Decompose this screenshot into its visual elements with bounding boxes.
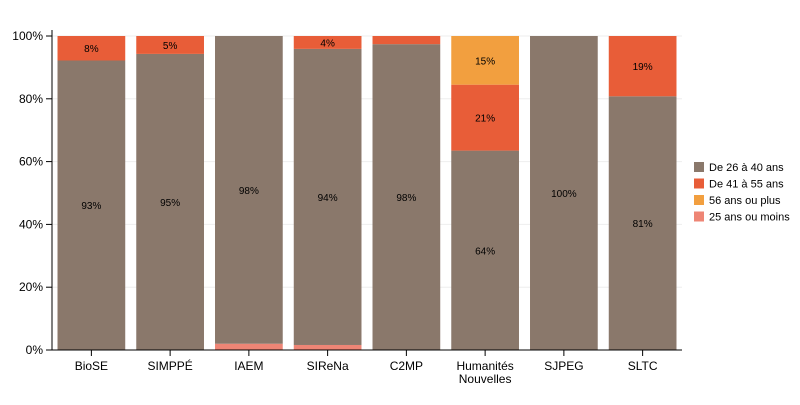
legend-swatch: [694, 162, 704, 172]
legend-swatch: [694, 211, 704, 222]
data-label: 81%: [633, 219, 653, 230]
bar-segment: [372, 36, 441, 45]
x-tick-label: IAEM: [234, 359, 263, 373]
bar-segment: [608, 96, 677, 351]
y-tick-label: 100%: [12, 29, 43, 43]
data-label: 94%: [318, 193, 338, 204]
bar-segment: [293, 48, 362, 345]
legend-label: 25 ans ou moins: [709, 212, 790, 224]
legend-swatch: [694, 178, 704, 189]
bar-segment: [293, 344, 362, 350]
legend-label: De 41 à 55 ans: [709, 179, 784, 191]
bar-segment: [57, 60, 126, 350]
data-label: 5%: [163, 41, 178, 52]
bar-segment: [608, 36, 677, 97]
bar-segment: [136, 53, 204, 350]
bar-segment: [215, 343, 283, 350]
data-label: 4%: [320, 38, 335, 49]
bar-segment: [451, 84, 519, 151]
bar-segment: [57, 36, 126, 61]
bar-segment: [530, 36, 598, 350]
data-label: 21%: [475, 114, 495, 125]
data-label: 15%: [475, 56, 495, 67]
y-tick-label: 80%: [19, 92, 43, 106]
x-tick-label: Nouvelles: [459, 372, 512, 386]
y-tick-label: 20%: [19, 280, 43, 294]
data-label: 100%: [551, 189, 577, 200]
y-tick-label: 40%: [19, 217, 43, 231]
y-tick-label: 60%: [19, 155, 43, 169]
x-tick-label: BioSE: [75, 359, 108, 373]
legend-swatch: [694, 195, 704, 205]
x-tick-label: SIReNa: [307, 359, 349, 373]
legend-label: De 26 à 40 ans: [709, 162, 784, 174]
bar-segment: [451, 36, 519, 85]
data-label: 64%: [475, 246, 495, 257]
x-tick-label: SIMPPÉ: [147, 358, 192, 373]
data-label: 98%: [396, 193, 416, 204]
bar-segment: [451, 150, 519, 350]
x-tick-label: SJPEG: [544, 359, 583, 373]
data-label: 98%: [239, 186, 259, 197]
x-tick-label: C2MP: [390, 359, 423, 373]
y-tick-label: 0%: [26, 343, 44, 357]
data-label: 95%: [160, 198, 180, 209]
data-label: 19%: [633, 62, 653, 73]
bar-segment: [215, 36, 283, 344]
data-label: 8%: [84, 44, 99, 55]
bar-segment: [372, 44, 441, 350]
bar-segment: [293, 36, 362, 49]
legend-label: 56 ans ou plus: [709, 195, 781, 207]
bar-segment: [136, 36, 204, 54]
x-tick-label: SLTC: [628, 359, 658, 373]
x-tick-label: Humanités: [456, 359, 513, 373]
data-label: 93%: [81, 201, 101, 212]
